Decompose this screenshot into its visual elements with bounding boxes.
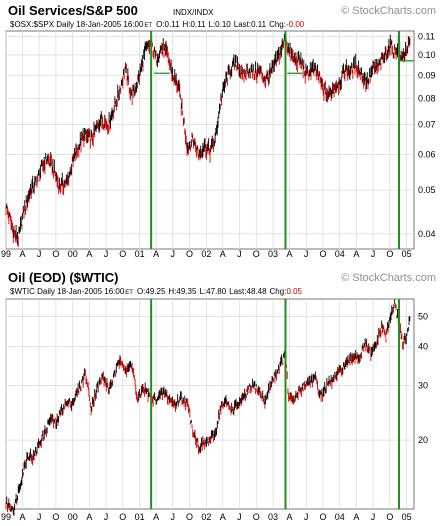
bottom-x-tick-label: A xyxy=(353,512,359,522)
top-low: L:0.10 xyxy=(209,20,232,29)
top-x-tick-label: J xyxy=(37,249,42,259)
top-x-tick-label: J xyxy=(104,249,109,259)
top-y-tick-label: 0.10 xyxy=(418,50,436,60)
top-high: H:0.11 xyxy=(183,20,207,29)
bottom-x-tick-label: O xyxy=(52,512,59,522)
top-x-tick-label: 01 xyxy=(135,249,145,259)
top-chart-title: Oil Services/S&P 500 xyxy=(8,3,138,18)
top-x-tick-label: O xyxy=(253,249,260,259)
bottom-x-tick-label: A xyxy=(86,512,92,522)
bottom-x-tick-label: O xyxy=(319,512,326,522)
top-x-tick-label: O xyxy=(119,249,126,259)
top-x-tick-label: J xyxy=(237,249,242,259)
top-tz: ET xyxy=(144,23,152,29)
bottom-price-series xyxy=(5,299,411,516)
bottom-x-tick-label: A xyxy=(153,512,159,522)
top-last: Last:0.11 xyxy=(234,20,267,29)
bottom-x-tick-label: 04 xyxy=(335,512,345,522)
top-x-tick-label: 99 xyxy=(1,249,11,259)
bottom-x-tick-label: A xyxy=(220,512,226,522)
top-x-tick-label: A xyxy=(220,249,226,259)
top-chart-title-suffix: INDX/INDX xyxy=(173,8,214,17)
top-open: O:0.11 xyxy=(156,20,180,29)
bottom-chg-label: Chg: xyxy=(270,287,287,296)
bottom-y-tick-label: 20 xyxy=(418,435,428,445)
bottom-chart-title: Oil (EOD) ($WTIC) xyxy=(8,270,119,285)
top-x-tick-label: A xyxy=(86,249,92,259)
bottom-tz: ET xyxy=(125,290,133,296)
bottom-symbol: $WTIC Daily 18-Jan-2005 16:00 xyxy=(10,287,125,296)
top-x-tick-label: 05 xyxy=(402,249,412,259)
bottom-x-tick-label: 03 xyxy=(268,512,278,522)
top-y-tick-label: 0.04 xyxy=(418,229,436,239)
top-plot: 0.04 0.05 0.06 0.07 0.08 0.09 0.10 0.11 xyxy=(5,30,436,250)
bottom-y-tick-label: 40 xyxy=(418,342,428,352)
bottom-x-tick-label: O xyxy=(386,512,393,522)
bottom-x-tick-label: J xyxy=(237,512,242,522)
top-y-tick-label: 0.09 xyxy=(418,70,436,80)
top-symbol: $OSX:$SPX Daily 18-Jan-2005 16:00 xyxy=(10,20,144,29)
bottom-x-tick-label: A xyxy=(19,512,25,522)
bottom-x-tick-label: O xyxy=(253,512,260,522)
bottom-low: L:47.80 xyxy=(199,287,226,296)
bottom-last: Last:48.48 xyxy=(229,287,267,296)
bottom-x-tick-label: J xyxy=(304,512,309,522)
bottom-x-tick-label: O xyxy=(119,512,126,522)
top-x-tick-label: A xyxy=(287,249,293,259)
bottom-x-tick-label: 99 xyxy=(1,512,11,522)
bottom-symbol-line: $WTIC Daily 18-Jan-2005 16:00ET O:49.25 H:… xyxy=(10,287,303,296)
top-x-tick-label: O xyxy=(186,249,193,259)
bottom-open: O:49.25 xyxy=(137,287,166,296)
top-x-tick-label: O xyxy=(319,249,326,259)
bottom-x-axis: 99 A J O 00 A J O 01 A J O 02 A J O 03 A J O 04 A J O 05 xyxy=(1,512,412,522)
top-y-tick-label: 0.06 xyxy=(418,150,436,160)
bottom-y-tick-label: 50 xyxy=(418,312,428,322)
top-chg-label: Chg: xyxy=(269,20,286,29)
bottom-x-tick-label: J xyxy=(104,512,109,522)
top-x-tick-label: J xyxy=(371,249,376,259)
bottom-x-tick-label: J xyxy=(170,512,175,522)
bottom-x-tick-label: A xyxy=(287,512,293,522)
top-x-tick-label: O xyxy=(386,249,393,259)
bottom-x-tick-label: 00 xyxy=(68,512,78,522)
bottom-x-tick-label: J xyxy=(37,512,42,522)
bottom-x-tick-label: O xyxy=(186,512,193,522)
top-y-tick-label: 0.05 xyxy=(418,185,436,195)
bottom-watermark: © StockCharts.com xyxy=(341,272,436,284)
top-chg-value: -0.00 xyxy=(286,20,305,29)
top-x-axis: 99 A J O 00 A J O 01 A J O 02 A J O 03 A J O 04 A J O 05 xyxy=(1,249,412,259)
bottom-y-tick-label: 30 xyxy=(418,381,428,391)
bottom-x-tick-label: 02 xyxy=(201,512,211,522)
top-plot-frame xyxy=(5,30,415,250)
bottom-x-tick-label: J xyxy=(371,512,376,522)
bottom-plot: 20 30 40 50 xyxy=(5,298,428,516)
bottom-x-tick-label: 01 xyxy=(135,512,145,522)
bottom-chg-value: 0.05 xyxy=(286,287,302,296)
top-watermark: © StockCharts.com xyxy=(341,5,436,17)
top-x-tick-label: A xyxy=(153,249,159,259)
top-x-tick-label: 04 xyxy=(335,249,345,259)
top-x-tick-label: 02 xyxy=(201,249,211,259)
top-x-tick-label: 03 xyxy=(268,249,278,259)
top-x-tick-label: A xyxy=(353,249,359,259)
top-y-tick-label: 0.07 xyxy=(418,120,436,130)
bottom-x-tick-label: 05 xyxy=(402,512,412,522)
top-symbol-line: $OSX:$SPX Daily 18-Jan-2005 16:00ET O:0.1… xyxy=(10,20,305,29)
top-x-tick-label: J xyxy=(304,249,309,259)
top-panel-header: Oil Services/S&P 500 INDX/INDX © StockCh… xyxy=(8,3,436,29)
bottom-panel-header: Oil (EOD) ($WTIC) © StockCharts.com $WTI… xyxy=(8,270,436,296)
top-x-tick-label: O xyxy=(52,249,59,259)
bottom-high: H:49.35 xyxy=(168,287,197,296)
top-x-tick-label: J xyxy=(170,249,175,259)
top-x-tick-label: A xyxy=(19,249,25,259)
top-y-tick-label: 0.08 xyxy=(418,93,436,103)
top-price-series xyxy=(5,33,411,248)
top-y-tick-label: 0.11 xyxy=(418,31,435,41)
top-x-tick-label: 00 xyxy=(68,249,78,259)
